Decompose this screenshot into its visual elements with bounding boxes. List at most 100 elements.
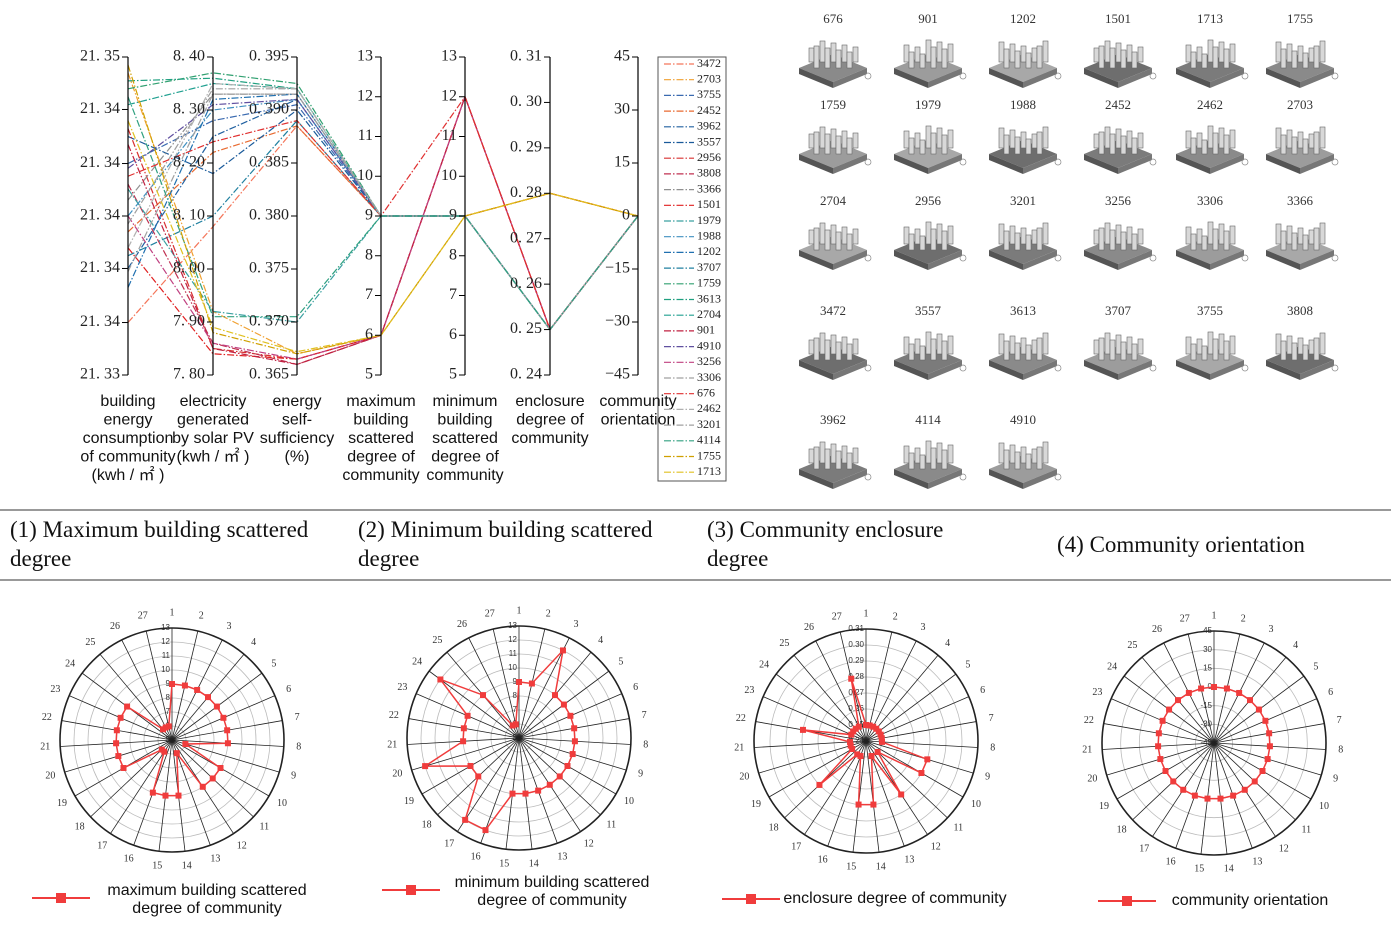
thumbnail <box>1266 127 1338 174</box>
radar-marker <box>200 784 206 790</box>
category-label: 15 <box>499 858 509 869</box>
category-label: 5 <box>618 656 623 667</box>
axis-title: (kwh / ㎡ ) <box>177 448 250 466</box>
thumbnail-building <box>836 451 841 469</box>
category-label: 19 <box>751 799 761 810</box>
category-label: 15 <box>1194 863 1204 874</box>
category-label: 17 <box>1139 843 1149 854</box>
thumbnail-building <box>931 448 936 469</box>
thumbnail-building <box>842 337 847 354</box>
tick-label: 0. 31 <box>510 48 542 65</box>
thumbnail-building <box>920 346 925 360</box>
tick-label: 7. 90 <box>173 313 205 330</box>
radar-marker <box>468 763 474 769</box>
axis-title: community <box>426 467 503 484</box>
thumbnail-building <box>948 44 953 62</box>
thumbnail-building <box>1127 131 1132 148</box>
category-label: 27 <box>1180 614 1190 625</box>
radar-marker <box>1180 787 1186 793</box>
legend-label: 1759 <box>697 276 721 290</box>
category-label: 12 <box>931 841 941 852</box>
thumbnail-building <box>814 447 819 469</box>
radar-marker <box>1267 743 1273 749</box>
category-label: 7 <box>642 710 647 721</box>
thumbnail-building <box>1004 341 1009 360</box>
radar-marker <box>1186 690 1192 696</box>
thumbnail-compass <box>1242 73 1248 79</box>
category-label: 7 <box>989 713 994 724</box>
thumbnail-building <box>937 128 942 148</box>
thumbnail-building <box>847 344 852 360</box>
category-label: 25 <box>432 635 442 646</box>
thumbnail-building <box>1127 337 1132 354</box>
thumbnail-compass <box>1150 365 1156 371</box>
radar-marker <box>1156 730 1162 736</box>
thumbnail-building <box>1043 41 1048 62</box>
thumbnail-building <box>1230 130 1235 148</box>
tick-label: 0. 375 <box>249 260 289 277</box>
thumbnail-building <box>1202 236 1207 250</box>
thumbnail-compass <box>1150 255 1156 261</box>
category-label: 27 <box>138 611 148 622</box>
thumbnail-building <box>937 334 942 354</box>
tick-label: 0. 25 <box>510 320 542 337</box>
thumbnail <box>894 126 966 174</box>
category-label: 18 <box>75 821 85 832</box>
thumbnail-building <box>1004 450 1009 469</box>
radar-marker <box>1236 690 1242 696</box>
series-line <box>128 121 638 330</box>
axis-title: enclosure <box>515 393 584 410</box>
tick-label: 0. 28 <box>510 184 542 201</box>
thumbnail-building <box>1186 227 1191 244</box>
tick-label: 0. 380 <box>249 207 289 224</box>
category-label: 26 <box>1152 624 1162 635</box>
legend-label: 3808 <box>697 166 721 180</box>
thumbnail-building <box>999 128 1004 148</box>
thumbnail-building <box>1015 343 1020 360</box>
thumbnail-building <box>836 50 841 68</box>
category-label: 8 <box>1338 745 1343 756</box>
thumbnail-building <box>920 54 925 68</box>
thumbnail-building <box>909 344 914 360</box>
legend-label: enclosure degree of community <box>775 890 1015 908</box>
thumbnail-building <box>1032 48 1037 62</box>
thumbnail-building <box>1320 41 1325 62</box>
category-label: 13 <box>557 852 567 863</box>
category-label: 5 <box>271 658 276 669</box>
thumbnail-building <box>1276 224 1281 244</box>
thumbnail-building <box>1303 139 1308 154</box>
thumbnail-label: 1979 <box>915 97 941 112</box>
radar-marker <box>1211 684 1217 690</box>
tick-label: 13 <box>441 48 457 65</box>
thumbnail-building <box>853 339 858 354</box>
thumbnail-building <box>1121 50 1126 68</box>
legend-label: 3755 <box>697 87 721 101</box>
thumbnail-building <box>1043 333 1048 354</box>
tick-label: 9 <box>449 207 457 224</box>
thumbnail-building <box>836 232 841 250</box>
thumbnail-building <box>1116 43 1121 62</box>
category-label: 12 <box>237 840 247 851</box>
radar-marker <box>462 817 468 823</box>
category-label: 1 <box>170 607 175 618</box>
thumbnail <box>799 41 871 88</box>
radar-marker <box>1157 756 1163 762</box>
radar-marker <box>114 727 120 733</box>
thumbnail-building <box>1010 130 1015 148</box>
thumbnail <box>894 40 966 88</box>
thumbnail-building <box>1037 46 1042 68</box>
thumbnail-label: 3707 <box>1105 303 1132 318</box>
category-label: 9 <box>1333 774 1338 785</box>
tick-label: 30 <box>614 101 630 118</box>
thumbnail-building <box>1116 335 1121 354</box>
thumbnail-building <box>1191 52 1196 68</box>
thumbnail-building <box>926 332 931 354</box>
category-label: 26 <box>804 622 814 633</box>
category-label: 22 <box>389 710 399 721</box>
axis-title: community <box>342 467 419 484</box>
thumbnail-building <box>1213 47 1218 68</box>
thumbnail-building <box>1314 338 1319 360</box>
thumbnail-building <box>1121 342 1126 360</box>
thumbnail-building <box>836 342 841 360</box>
tick-label: 8. 10 <box>173 207 205 224</box>
